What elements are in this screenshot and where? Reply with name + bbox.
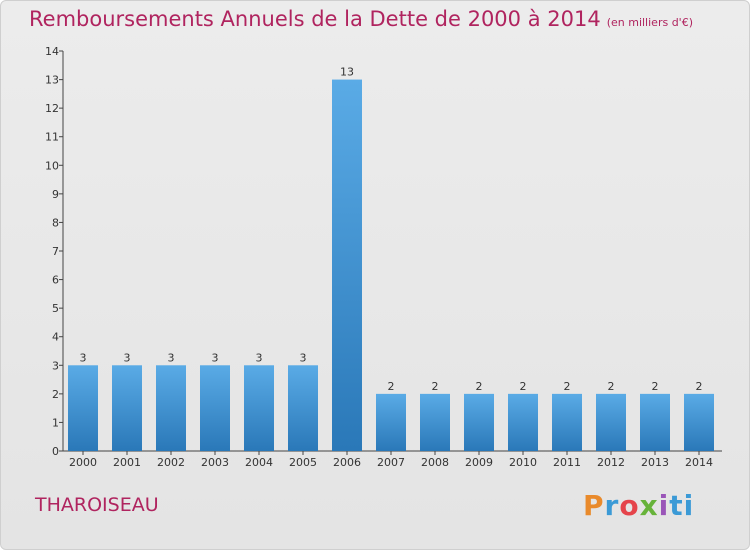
y-tick-label: 11 [45,131,59,144]
y-tick-label: 12 [45,102,59,115]
bar [640,393,670,451]
bar [508,393,538,451]
y-tick-label: 14 [45,45,59,58]
x-tick-label: 2006 [333,456,361,469]
bar [376,393,406,451]
data-label: 2 [652,380,659,393]
bar [200,365,230,451]
x-tick-label: 2001 [113,456,141,469]
y-tick-label: 4 [52,331,59,344]
y-tick-label: 10 [45,159,59,172]
data-label: 2 [388,380,395,393]
bar [244,365,274,451]
chart-title: Remboursements Annuels de la Dette de 20… [29,7,601,31]
x-tick-label: 2011 [553,456,581,469]
bar [332,79,362,452]
y-tick-label: 8 [52,216,59,229]
x-tick-label: 2012 [597,456,625,469]
x-tick-label: 2007 [377,456,405,469]
y-tick-label: 6 [52,274,59,287]
x-tick-label: 2009 [465,456,493,469]
data-label: 2 [476,380,483,393]
commune-name: THAROISEAU [35,494,159,516]
x-tick-label: 2000 [69,456,97,469]
chart-unit-label: (en milliers d'€) [606,16,693,29]
x-tick-label: 2002 [157,456,185,469]
x-tick-label: 2013 [641,456,669,469]
y-tick-label: 13 [45,74,59,87]
y-tick-label: 5 [52,302,59,315]
x-tick-label: 2004 [245,456,273,469]
y-tick-label: 3 [52,359,59,372]
y-tick-label: 1 [52,416,59,429]
data-label: 3 [168,351,175,364]
y-tick-label: 7 [52,245,59,258]
bar [464,393,494,451]
bar [552,393,582,451]
bar [156,365,186,451]
bar [112,365,142,451]
bar [68,365,98,451]
proxiti-logo: Proxiti [583,489,695,522]
data-label: 3 [212,351,219,364]
data-label: 2 [696,380,703,393]
data-label: 2 [564,380,571,393]
data-label: 2 [608,380,615,393]
y-tick-label: 0 [52,445,59,458]
data-label: 3 [256,351,263,364]
bar [420,393,450,451]
data-label: 2 [432,380,439,393]
bar [596,393,626,451]
chart-title-block: Remboursements Annuels de la Dette de 20… [29,7,693,31]
data-label: 3 [80,351,87,364]
data-label: 13 [340,66,354,79]
bar [288,365,318,451]
x-tick-label: 2014 [685,456,713,469]
x-tick-label: 2008 [421,456,449,469]
x-tick-label: 2003 [201,456,229,469]
x-tick-label: 2005 [289,456,317,469]
data-label: 3 [124,351,131,364]
data-label: 3 [300,351,307,364]
y-tick-label: 9 [52,188,59,201]
y-tick-label: 2 [52,388,59,401]
data-label: 2 [520,380,527,393]
x-tick-label: 2010 [509,456,537,469]
bar [684,393,714,451]
